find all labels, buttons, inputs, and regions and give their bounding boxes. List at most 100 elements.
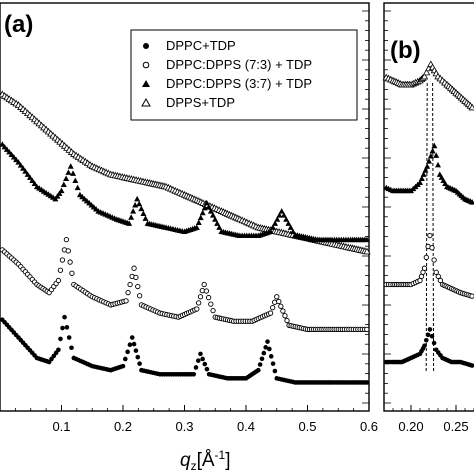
data-point [267, 346, 272, 352]
series-open-triangle [0, 90, 371, 255]
data-point [125, 349, 130, 355]
data-point [26, 174, 33, 180]
data-point [70, 170, 77, 176]
series-filled-circle [383, 327, 474, 368]
data-point [429, 333, 435, 339]
data-point [259, 356, 265, 362]
data-point [276, 298, 282, 305]
legend-marker-open-circle [142, 61, 150, 69]
data-point [364, 380, 370, 385]
data-point [136, 200, 143, 207]
x-tick-label: 0.3 [175, 419, 193, 434]
series-filled-circle [0, 314, 370, 385]
legend-item-4-label: DPPS+TDP [166, 95, 235, 110]
data-point [24, 171, 31, 177]
data-point [205, 294, 212, 301]
data-point [425, 332, 431, 338]
data-point [136, 293, 143, 299]
data-point [191, 371, 197, 377]
panel-a-series [0, 90, 371, 385]
data-point [133, 348, 139, 353]
legend-item-1-label: DPPC+TDP [166, 38, 236, 53]
data-point [69, 270, 75, 276]
x-tick-label: 0.20 [398, 419, 423, 434]
series-filled-triangle [0, 141, 370, 243]
panel-a-x-ticks: 0.1 0.2 0.3 0.4 0.5 0.6 [0, 405, 378, 434]
data-point [424, 163, 431, 169]
data-point [130, 208, 137, 214]
data-point [431, 257, 437, 263]
data-point [17, 162, 24, 168]
panel-b: 0.20 0.25 (b) [382, 2, 474, 434]
data-point [207, 208, 214, 214]
data-point [129, 335, 135, 340]
x-tick-label: 0.6 [360, 419, 378, 434]
data-point [65, 169, 72, 175]
data-point [131, 341, 137, 347]
data-point [270, 361, 276, 366]
data-point [194, 306, 200, 312]
data-point [135, 354, 141, 360]
legend-item-3: DPPC:DPPS (3:7) + TDP [142, 76, 312, 91]
data-point [201, 281, 207, 288]
data-point [263, 345, 268, 350]
data-point [204, 366, 210, 372]
data-point [198, 351, 203, 357]
data-point [422, 167, 429, 173]
legend-item-4: DPPS+TDP [141, 95, 235, 110]
data-point [433, 269, 439, 275]
data-point [420, 171, 427, 177]
data-point [137, 361, 142, 366]
data-point [74, 184, 81, 191]
data-point [280, 308, 286, 314]
guide-line [432, 82, 435, 372]
x-tick-label: 0.5 [298, 419, 316, 434]
data-point [125, 290, 131, 296]
data-point [421, 265, 428, 271]
data-point [289, 228, 296, 234]
data-point [67, 163, 74, 169]
data-point [287, 224, 294, 230]
data-point [274, 216, 281, 222]
panel-a-label: (a) [4, 11, 33, 38]
data-point [437, 277, 444, 284]
data-point [31, 180, 38, 187]
data-point [267, 310, 274, 316]
data-point [422, 68, 431, 76]
data-point [435, 273, 441, 280]
panel-a-y-ticks [362, 10, 369, 404]
series-open-circle [0, 236, 370, 333]
legend-marker-filled-circle [143, 43, 149, 49]
data-point [433, 152, 440, 158]
data-point [140, 210, 147, 217]
legend-item-2: DPPC:DPPS (7:3) + TDP [142, 57, 312, 72]
data-point [426, 158, 432, 164]
x-tick-label: 0.4 [237, 419, 255, 434]
data-point [29, 177, 36, 183]
data-point [427, 153, 434, 159]
data-point [363, 247, 371, 255]
data-point [131, 265, 137, 271]
data-point [469, 199, 474, 205]
data-point [62, 314, 67, 320]
legend-item-3-label: DPPC:DPPS (3:7) + TDP [166, 76, 312, 91]
data-point [193, 365, 199, 370]
data-point [278, 208, 285, 214]
data-point [128, 214, 135, 220]
data-point [274, 294, 280, 300]
panel-b-label: (b) [390, 37, 421, 64]
data-point [127, 342, 133, 348]
data-point [417, 179, 423, 186]
data-point [280, 212, 287, 218]
data-point [69, 345, 74, 351]
data-point [265, 339, 270, 344]
data-point [22, 168, 29, 174]
data-point [123, 356, 128, 362]
data-point [427, 327, 433, 332]
panel-b-series [382, 60, 474, 368]
data-point [60, 325, 65, 331]
data-point [209, 212, 216, 218]
data-point [142, 215, 149, 221]
data-point [56, 347, 61, 353]
